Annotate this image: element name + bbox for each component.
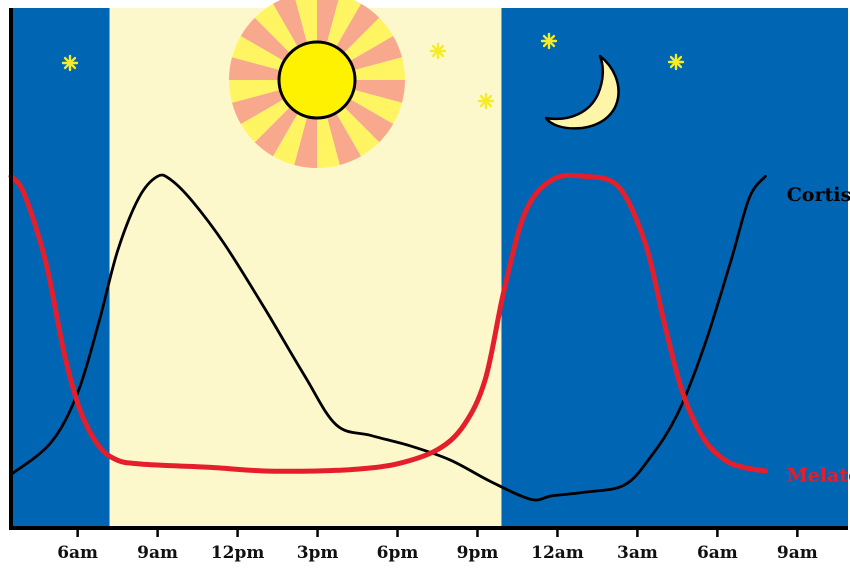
x-tick-label: 9am: [777, 543, 818, 563]
x-ticks: 6am 9am 12pm 3pm 6pm 9pm 12am 3am 6am 9am: [57, 528, 818, 563]
sun-core: [277, 40, 357, 120]
band-night-2: [501, 8, 848, 528]
x-tick-label: 6am: [57, 543, 98, 563]
series-labels: Cortisol Melatonin: [787, 184, 850, 486]
x-tick-label: 9pm: [457, 543, 499, 563]
x-tick-label: 6pm: [377, 543, 419, 563]
band-night-0: [11, 8, 110, 528]
sun-icon: [229, 0, 405, 168]
series-label-melatonin: Melatonin: [787, 465, 850, 487]
series-line-cortisol: [9, 173, 767, 502]
axes: [9, 8, 848, 530]
moon-icon: [544, 54, 620, 130]
x-tick-label: 12pm: [211, 543, 265, 563]
star-icon: [477, 92, 495, 110]
star-icon: [540, 32, 558, 50]
series-label-cortisol: Cortisol: [787, 184, 850, 206]
x-tick-label: 12am: [531, 543, 584, 563]
x-tick-label: 3am: [617, 543, 658, 563]
stars: [61, 32, 685, 110]
star-icon: [429, 42, 447, 60]
x-tick-label: 9am: [137, 543, 178, 563]
background-bands: [11, 8, 848, 528]
x-tick-label: 3pm: [297, 543, 339, 563]
series-lines: [8, 172, 768, 502]
series-line-melatonin: [8, 172, 768, 474]
x-tick-label: 6am: [697, 543, 738, 563]
star-icon: [667, 53, 685, 71]
star-icon: [61, 54, 79, 72]
